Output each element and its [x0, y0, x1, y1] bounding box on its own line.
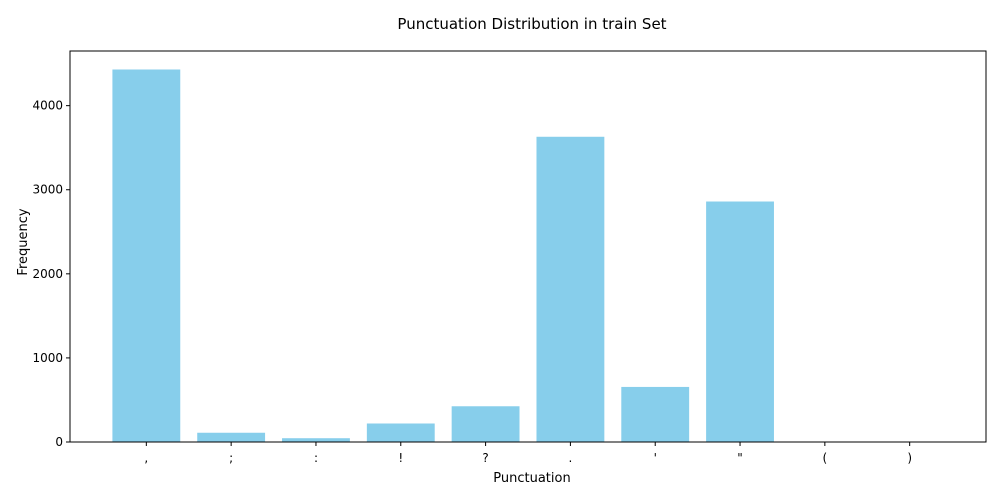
x-tick-label: ;: [229, 451, 233, 465]
bar-5: [536, 136, 605, 442]
bar-4: [451, 406, 520, 442]
y-axis-label: Frequency: [16, 208, 31, 275]
x-tick-label: (: [823, 451, 828, 465]
bar-1: [197, 432, 266, 442]
y-tick-label: 3000: [32, 183, 63, 197]
y-tick-label: 0: [55, 435, 63, 449]
plot-frame: [69, 50, 987, 443]
y-tick-label: 1000: [32, 351, 63, 365]
y-axis-ticks: 0 1000 2000 3000 4000: [32, 99, 70, 449]
x-tick-label: ': [654, 451, 657, 465]
y-tick-label: 2000: [32, 267, 63, 281]
x-axis-label: Punctuation: [493, 471, 570, 486]
bar-3: [366, 423, 435, 442]
y-tick-label: 4000: [32, 99, 63, 113]
x-axis-ticks: ,;:!?. ' " (): [144, 442, 912, 465]
bar-2: [282, 438, 350, 442]
bar-6: [621, 386, 690, 442]
x-tick-label: ,: [144, 451, 148, 465]
x-tick-label: .: [568, 451, 572, 465]
x-tick-label: !: [398, 451, 403, 465]
x-tick-label: :: [314, 451, 318, 465]
x-tick-label: ): [907, 451, 912, 465]
x-tick-label: ?: [482, 451, 488, 465]
bar-0: [112, 69, 181, 442]
chart-title: Punctuation Distribution in train Set: [397, 15, 666, 33]
bars-group: [112, 69, 944, 443]
bar-7: [706, 201, 774, 442]
x-tick-label: ": [737, 451, 743, 465]
